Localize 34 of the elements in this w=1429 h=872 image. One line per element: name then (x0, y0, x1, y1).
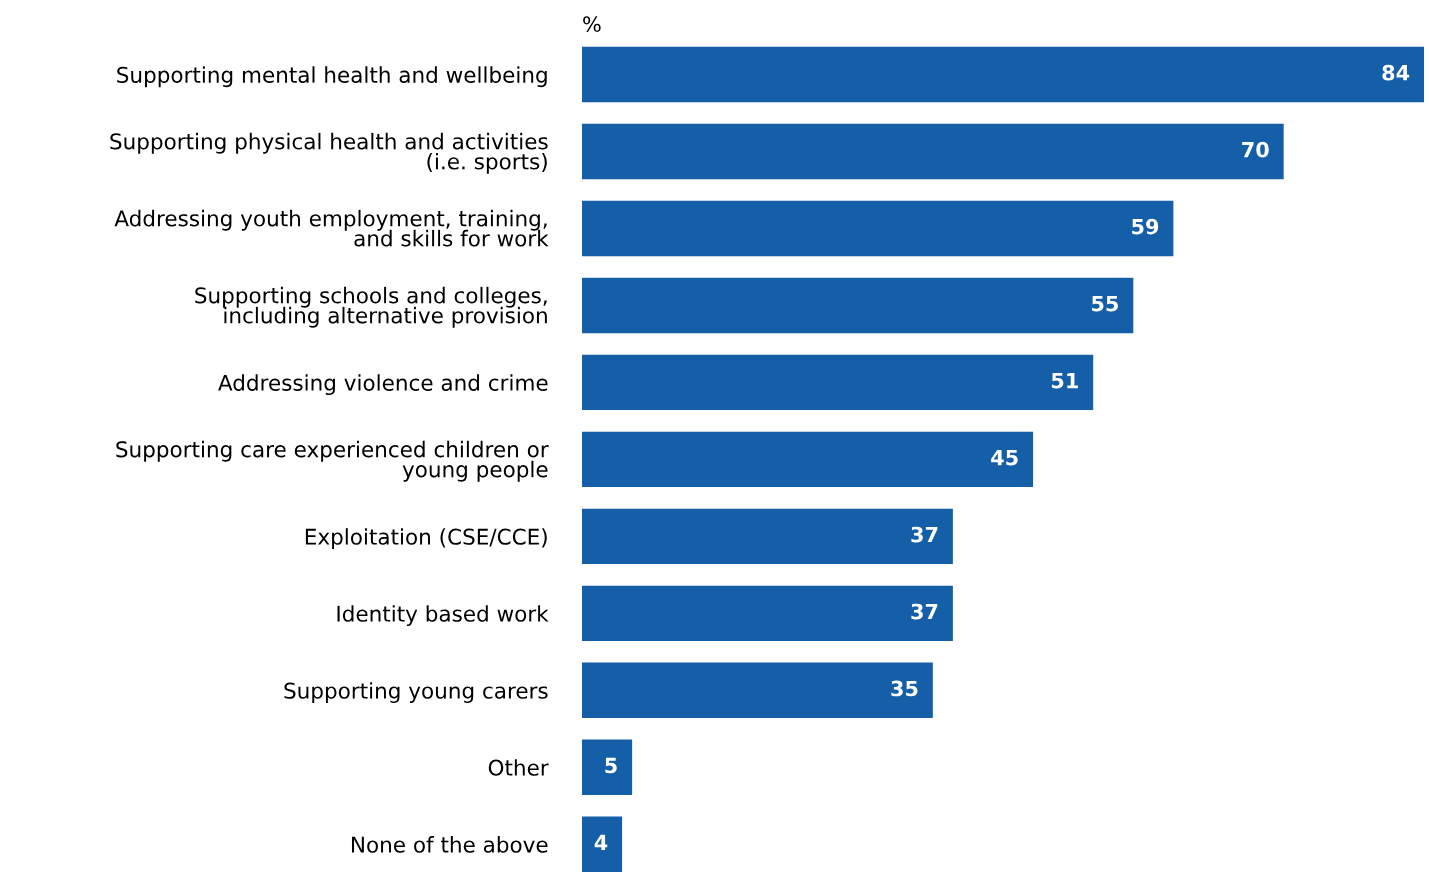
y-tick-label: Exploitation (CSE/CCE) (305, 528, 547, 550)
bar (582, 354, 1094, 411)
y-tick-label: Supporting physical health and activities (i.e. sports) (110, 132, 548, 174)
data-label: 45 (991, 449, 1018, 466)
y-tick-label: Supporting young carers (284, 682, 548, 703)
y-tick-label: Supporting mental health and wellbeing (117, 66, 547, 88)
bar (582, 123, 1284, 180)
data-label: 37 (911, 603, 938, 620)
y-tick-label: Supporting schools and colleges, including alternative provision (195, 286, 547, 328)
y-tick-label: None of the above (351, 836, 548, 853)
data-label: 35 (891, 680, 918, 697)
bar (582, 46, 1424, 103)
bar (582, 200, 1174, 257)
bar (582, 508, 953, 565)
bar (582, 585, 953, 642)
y-tick-label: Supporting care experienced children or young people (116, 440, 549, 482)
data-label: 59 (1132, 218, 1159, 235)
data-label: 4 (594, 834, 608, 851)
data-label: 55 (1092, 295, 1118, 312)
bar (582, 277, 1134, 334)
y-tick-label: Addressing violence and crime (218, 374, 548, 396)
x-axis-title: % (583, 16, 601, 32)
bar (582, 431, 1034, 488)
data-label: 84 (1382, 64, 1410, 81)
data-label: 5 (605, 757, 617, 774)
data-label: 70 (1242, 141, 1269, 158)
y-tick-label: Addressing youth employment, training, and skills for work (114, 209, 549, 247)
bar (582, 739, 633, 796)
data-label: 37 (911, 526, 938, 543)
y-tick-label: Identity based work (337, 605, 549, 626)
data-label: 51 (1051, 372, 1078, 389)
bar (582, 662, 933, 719)
bar (582, 816, 623, 872)
y-tick-label: Other (488, 759, 549, 776)
